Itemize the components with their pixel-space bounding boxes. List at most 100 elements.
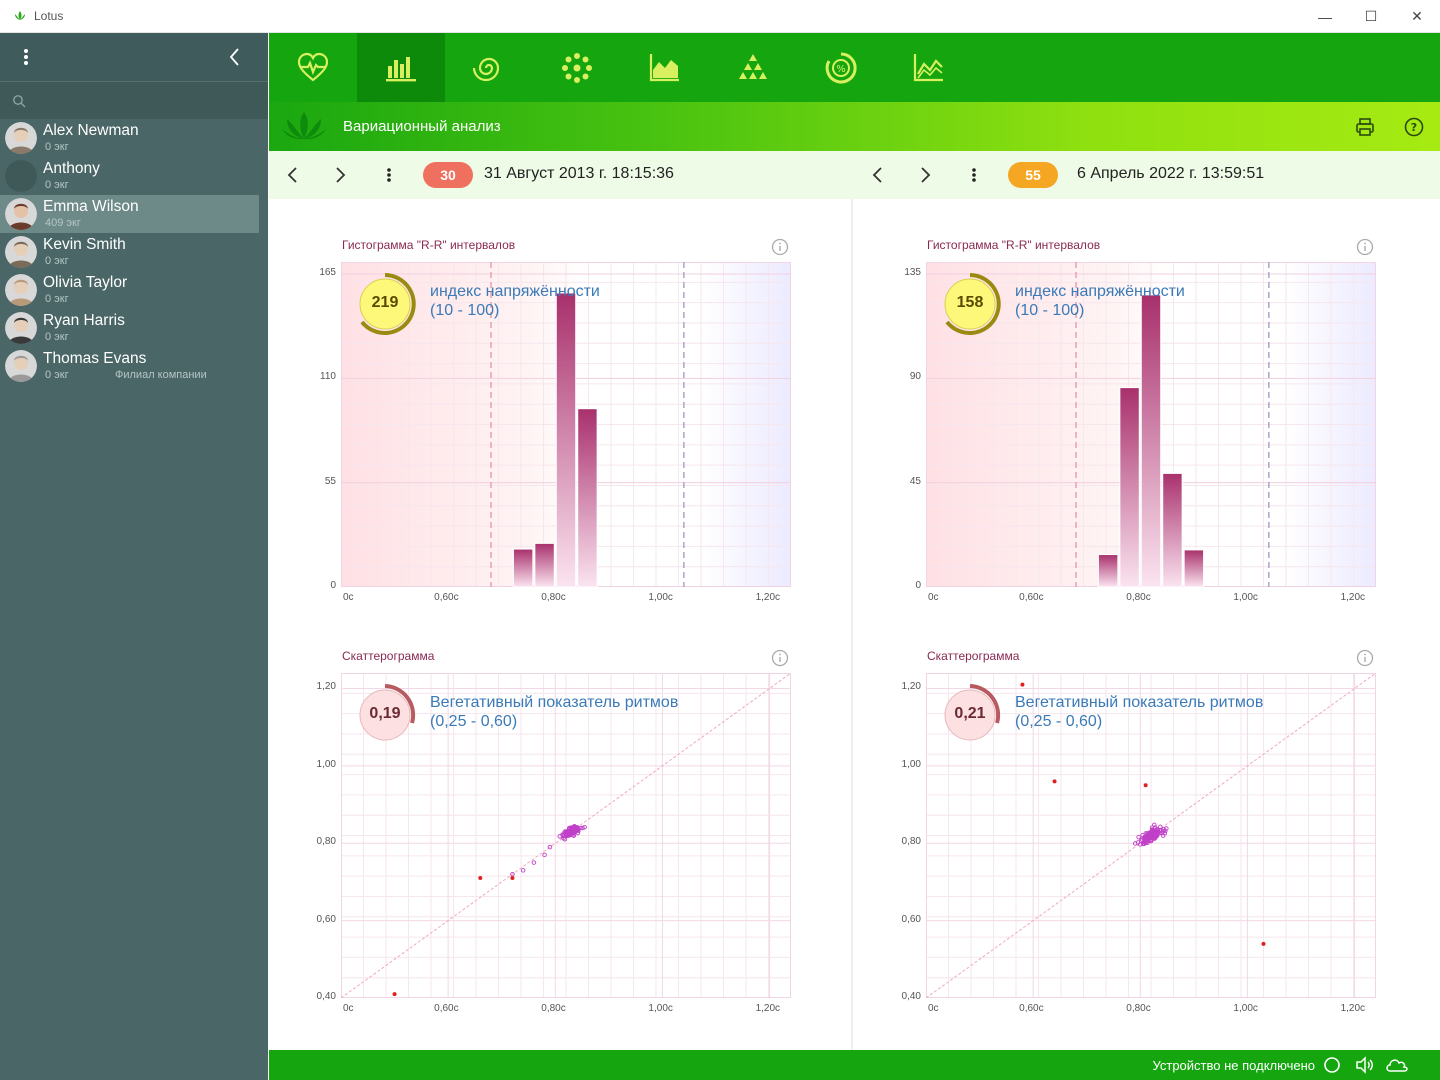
vegetative-index-gauge bbox=[944, 684, 1001, 741]
next-record-icon[interactable] bbox=[913, 163, 937, 187]
info-icon[interactable] bbox=[1356, 238, 1374, 256]
maximize-button[interactable]: ☐ bbox=[1348, 0, 1394, 33]
svg-text:?: ? bbox=[1411, 121, 1417, 134]
tab-percent[interactable]: % bbox=[797, 33, 885, 102]
gauge-value: 0,19 bbox=[369, 705, 401, 722]
search-icon bbox=[13, 95, 26, 108]
x-tick-label: 0с bbox=[343, 1003, 354, 1014]
outlier-point bbox=[1052, 779, 1057, 784]
y-tick-label: 0 bbox=[330, 580, 336, 591]
maximize-icon: ☐ bbox=[1364, 8, 1378, 24]
device-circle-icon[interactable] bbox=[1322, 1055, 1342, 1075]
close-button[interactable]: ✕ bbox=[1394, 0, 1440, 33]
scatter-point bbox=[564, 833, 569, 838]
info-icon[interactable] bbox=[771, 649, 789, 667]
contact-item[interactable]: Thomas Evans 0 экг Филиал компании bbox=[0, 347, 259, 385]
line-chart-icon bbox=[913, 53, 943, 81]
prev-record-icon[interactable] bbox=[866, 163, 890, 187]
avatar bbox=[5, 198, 37, 230]
scatter-point bbox=[542, 852, 547, 858]
tension-index-gauge bbox=[944, 273, 1001, 335]
scatter-title: Скаттерограмма bbox=[342, 649, 435, 663]
y-tick-label: 1,00 bbox=[316, 758, 336, 770]
histogram-bar bbox=[1183, 549, 1205, 587]
info-icon[interactable] bbox=[1356, 649, 1374, 667]
collapse-sidebar-icon[interactable] bbox=[224, 45, 246, 69]
scatter-point bbox=[580, 825, 585, 831]
tab-trend[interactable] bbox=[885, 33, 973, 102]
tab-ecg[interactable] bbox=[269, 33, 357, 102]
scatter-point bbox=[582, 824, 587, 830]
scatter-point bbox=[547, 844, 553, 850]
tab-cluster[interactable] bbox=[533, 33, 621, 102]
record-date[interactable]: 6 Апрель 2022 г. 13:59:51 bbox=[1077, 165, 1265, 182]
y-tick-label: 0,80 bbox=[901, 836, 921, 848]
histogram-bar bbox=[1162, 472, 1183, 587]
contact-ecg-count: 409 экг bbox=[45, 217, 81, 229]
record-date[interactable]: 31 Август 2013 г. 18:15:36 bbox=[484, 165, 674, 182]
record-menu-icon[interactable] bbox=[962, 163, 986, 187]
record-menu-icon[interactable] bbox=[377, 163, 401, 187]
histogram-bar bbox=[512, 548, 534, 587]
outlier-point bbox=[510, 876, 515, 881]
minimize-button[interactable]: — bbox=[1302, 0, 1348, 33]
contact-name: Olivia Taylor bbox=[43, 274, 128, 291]
x-tick-label: 1,00с bbox=[648, 1003, 673, 1014]
tab-variation[interactable] bbox=[357, 33, 445, 102]
device-status-text: Устройство не подключено bbox=[1152, 1058, 1315, 1073]
histogram-bar bbox=[1119, 387, 1140, 587]
scatter-point bbox=[572, 824, 578, 830]
contact-name: Alex Newman bbox=[43, 122, 139, 139]
histogram-bar bbox=[1097, 554, 1119, 587]
y-tick-label: 0,40 bbox=[316, 991, 336, 1002]
y-tick-label: 135 bbox=[904, 267, 921, 278]
area-chart-icon bbox=[649, 53, 679, 81]
x-tick-label: 0с bbox=[343, 592, 354, 603]
y-tick-label: 0,60 bbox=[901, 913, 921, 925]
contact-name: Kevin Smith bbox=[43, 236, 126, 253]
contact-item[interactable]: Olivia Taylor 0 экг bbox=[0, 271, 259, 309]
x-tick-label: 1,00с bbox=[1233, 592, 1258, 603]
scatter-point bbox=[1149, 825, 1155, 831]
contact-item[interactable]: Kevin Smith 0 экг bbox=[0, 233, 259, 271]
minimize-icon: — bbox=[1318, 8, 1332, 25]
gauge-range: (10 - 100) bbox=[1015, 302, 1085, 319]
record-selector-bar: 30 31 Август 2013 г. 18:15:36 55 6 Апрел… bbox=[269, 151, 1440, 199]
tab-area[interactable] bbox=[621, 33, 709, 102]
info-icon[interactable] bbox=[771, 238, 789, 256]
histogram-icon bbox=[386, 56, 416, 81]
histogram-title: Гистограмма "R-R" интервалов bbox=[342, 238, 516, 252]
speaker-icon[interactable] bbox=[1354, 1055, 1374, 1075]
prev-record-icon[interactable] bbox=[281, 163, 305, 187]
contact-item[interactable]: Ryan Harris 0 экг bbox=[0, 309, 259, 347]
help-icon[interactable]: ? bbox=[1403, 116, 1425, 138]
printer-icon[interactable] bbox=[1354, 116, 1376, 138]
outlier-point bbox=[478, 876, 483, 881]
histogram-bar bbox=[534, 542, 555, 587]
lotus-logo-icon bbox=[282, 112, 326, 140]
contact-item[interactable]: Alex Newman 0 экг bbox=[0, 119, 259, 157]
search-input[interactable] bbox=[32, 88, 252, 112]
outlier-point bbox=[392, 992, 397, 997]
y-tick-label: 45 bbox=[909, 475, 921, 487]
gauge-label: индекс напряжённости bbox=[430, 283, 600, 300]
sidebar: Alex Newman 0 экг Anthony 0 экг Emma Wilson 4… bbox=[0, 33, 268, 1080]
x-tick-label: 1,00с bbox=[1233, 1003, 1258, 1014]
x-tick-label: 0,80с bbox=[541, 592, 566, 603]
top-navigation: % bbox=[269, 33, 1440, 102]
heart-pulse-icon bbox=[297, 52, 329, 81]
scatter-point bbox=[1164, 826, 1169, 831]
kebab-menu-icon[interactable] bbox=[18, 47, 34, 67]
tab-spiral[interactable] bbox=[445, 33, 533, 102]
contact-item[interactable]: Anthony 0 экг bbox=[0, 157, 259, 195]
gauge-range: (10 - 100) bbox=[430, 302, 500, 319]
y-tick-label: 1,20 bbox=[901, 681, 921, 693]
tab-pyramid[interactable] bbox=[709, 33, 797, 102]
contact-item[interactable]: Emma Wilson 409 экг bbox=[0, 195, 259, 233]
sidebar-header bbox=[0, 33, 268, 81]
x-tick-label: 0с bbox=[928, 1003, 939, 1014]
scatter-point bbox=[575, 825, 580, 830]
avatar bbox=[5, 312, 37, 344]
cloud-icon[interactable] bbox=[1384, 1055, 1410, 1075]
next-record-icon[interactable] bbox=[328, 163, 352, 187]
